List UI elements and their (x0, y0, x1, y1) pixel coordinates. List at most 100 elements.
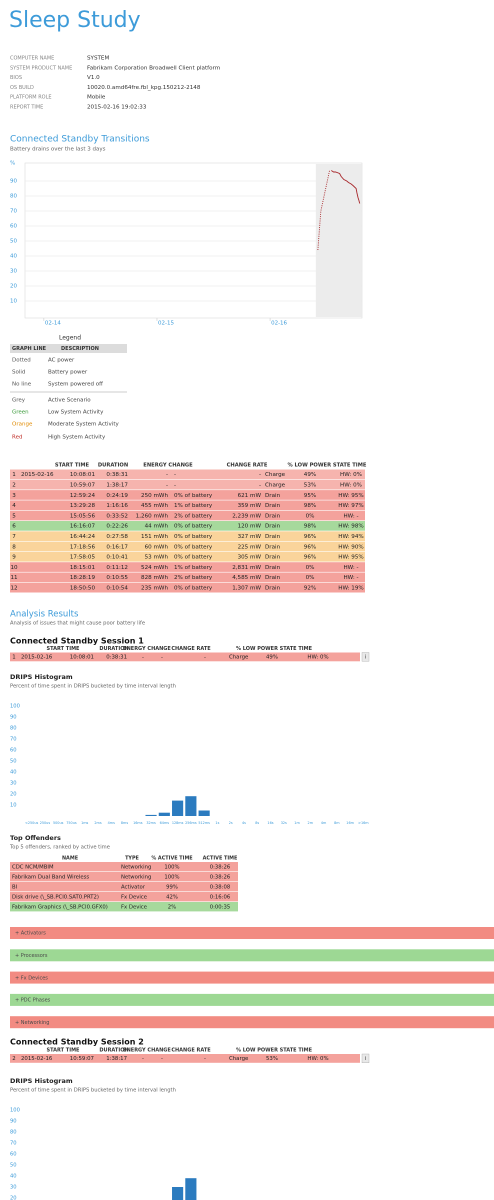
table-cell: 1,260 mWh (136, 513, 169, 519)
info-value: SYSTEM (87, 56, 109, 62)
battery-line (331, 170, 361, 204)
legend-description: Active Scenario (48, 398, 91, 404)
table-cell: HW: 0% (340, 482, 362, 488)
table-row (10, 551, 365, 562)
x-tick-label: 02-16 (271, 321, 287, 327)
table-row (10, 562, 365, 572)
column-header: % LOW POWER STATE TIME (288, 463, 367, 469)
table-cell: 1% of battery (174, 565, 213, 571)
table-cell: Activator (121, 885, 146, 891)
group-label: + Activators (15, 931, 46, 937)
table-row (10, 572, 365, 583)
x-tick-label: 32s (281, 821, 287, 825)
bar (172, 1187, 184, 1200)
table-cell: 96% (304, 544, 316, 550)
table-cell: - (166, 482, 168, 488)
y-tick-label: 70 (10, 1141, 17, 1147)
table-cell: - (142, 1056, 144, 1062)
column-header: START TIME (47, 646, 81, 652)
table-cell: Drain (265, 503, 281, 509)
info-label: PLATFORM ROLE (10, 95, 52, 101)
x-tick-label: 500us (53, 821, 64, 825)
y-tick-label: 40 (10, 770, 17, 776)
section-subtitle: Analysis of issues that might cause poor… (10, 621, 145, 627)
table-cell: Drain (265, 565, 281, 571)
table-row (10, 652, 360, 662)
table-cell: 18:28:19 (70, 575, 96, 581)
bar (185, 796, 197, 816)
table-cell: HW: 97% (338, 503, 364, 509)
table-cell: 16:44:24 (70, 534, 96, 540)
table-cell: 10:59:07 (70, 482, 96, 488)
table-cell: 98% (304, 503, 316, 509)
table-cell: 0:38:08 (210, 885, 231, 891)
table-cell: Fabrikam Dual Band Wireless (12, 875, 89, 881)
group-toggle[interactable] (10, 971, 494, 984)
legend-description: AC power (48, 358, 75, 364)
table-cell: HW: 95% (338, 493, 364, 499)
table-cell: 0% of battery (174, 544, 213, 550)
group-toggle[interactable] (10, 1016, 494, 1029)
table-cell: 0:33:52 (106, 513, 128, 519)
x-tick-label: 4ms (108, 821, 115, 825)
table-cell: 2% of battery (174, 513, 213, 519)
table-cell: HW: - (343, 575, 358, 581)
table-cell: 49% (266, 655, 278, 661)
table-cell: 4 (12, 503, 16, 509)
info-value: 10020.0.amd64fre.fbl_kpg.150212-2148 (87, 85, 201, 91)
column-header: START TIME (47, 1048, 81, 1054)
table-cell: Fx Device (121, 905, 147, 911)
info-button[interactable] (361, 1053, 370, 1064)
table-cell: 1,307 mW (232, 585, 261, 591)
table-cell: Fx Device (121, 895, 147, 901)
bar (172, 800, 184, 816)
table-cell: HW: - (343, 513, 358, 519)
table-cell: 828 mWh (141, 575, 168, 581)
x-tick-label: 2m (308, 821, 314, 825)
histogram-title: DRIPS Histogram (10, 673, 73, 681)
column-header: % ACTIVE TIME (151, 856, 192, 862)
plot-area (24, 162, 363, 319)
table-cell: Charge (229, 655, 249, 661)
table-cell: 49% (304, 472, 316, 478)
x-tick-label: 1ms (81, 821, 88, 825)
legend-header (10, 344, 127, 353)
table-cell: 0:24:19 (106, 493, 128, 499)
table-cell: 3 (12, 493, 16, 499)
table-cell: 2 (12, 482, 16, 488)
table-cell: 0:00:35 (210, 905, 230, 911)
table-row (10, 500, 365, 511)
y-tick-label: 20 (10, 792, 17, 798)
session-title: Connected Standby Session 1 (10, 637, 144, 646)
histogram-subtitle: Percent of time spent in DRIPS bucketed … (10, 684, 176, 690)
info-button[interactable] (361, 652, 370, 662)
group-toggle[interactable] (10, 927, 494, 939)
table-cell: 0% of battery (174, 524, 213, 530)
active-scenario (315, 164, 362, 317)
table-row (10, 521, 365, 531)
bar (198, 810, 210, 816)
section-heading: Analysis Results (10, 610, 79, 620)
x-tick-label: 8s (255, 821, 259, 825)
table-cell: Drain (265, 524, 281, 530)
table-cell: 2015-02-16 (21, 655, 53, 661)
group-toggle[interactable] (10, 949, 494, 962)
column-header: NAME (62, 856, 78, 862)
group-label: + Networking (15, 1020, 49, 1026)
table-cell: 9 (12, 555, 16, 561)
table-row (10, 510, 365, 521)
table-cell: Charge (265, 472, 286, 478)
table-cell: 2% of battery (174, 575, 213, 581)
table-cell: HW: 98% (338, 524, 364, 530)
table-cell: 16:16:07 (70, 524, 96, 530)
table-cell: 1 (12, 472, 16, 478)
table-cell: Fabrikam Graphics (\_SB.PCI0.GFX0) (12, 905, 108, 911)
table-cell: 5 (12, 513, 16, 519)
table-cell: Drain (265, 555, 281, 561)
table-cell: Charge (229, 1056, 249, 1062)
table-cell: 18:15:01 (70, 565, 96, 571)
table-row (10, 582, 365, 593)
group-toggle[interactable] (10, 993, 494, 1006)
y-tick-label: 30 (10, 781, 17, 787)
